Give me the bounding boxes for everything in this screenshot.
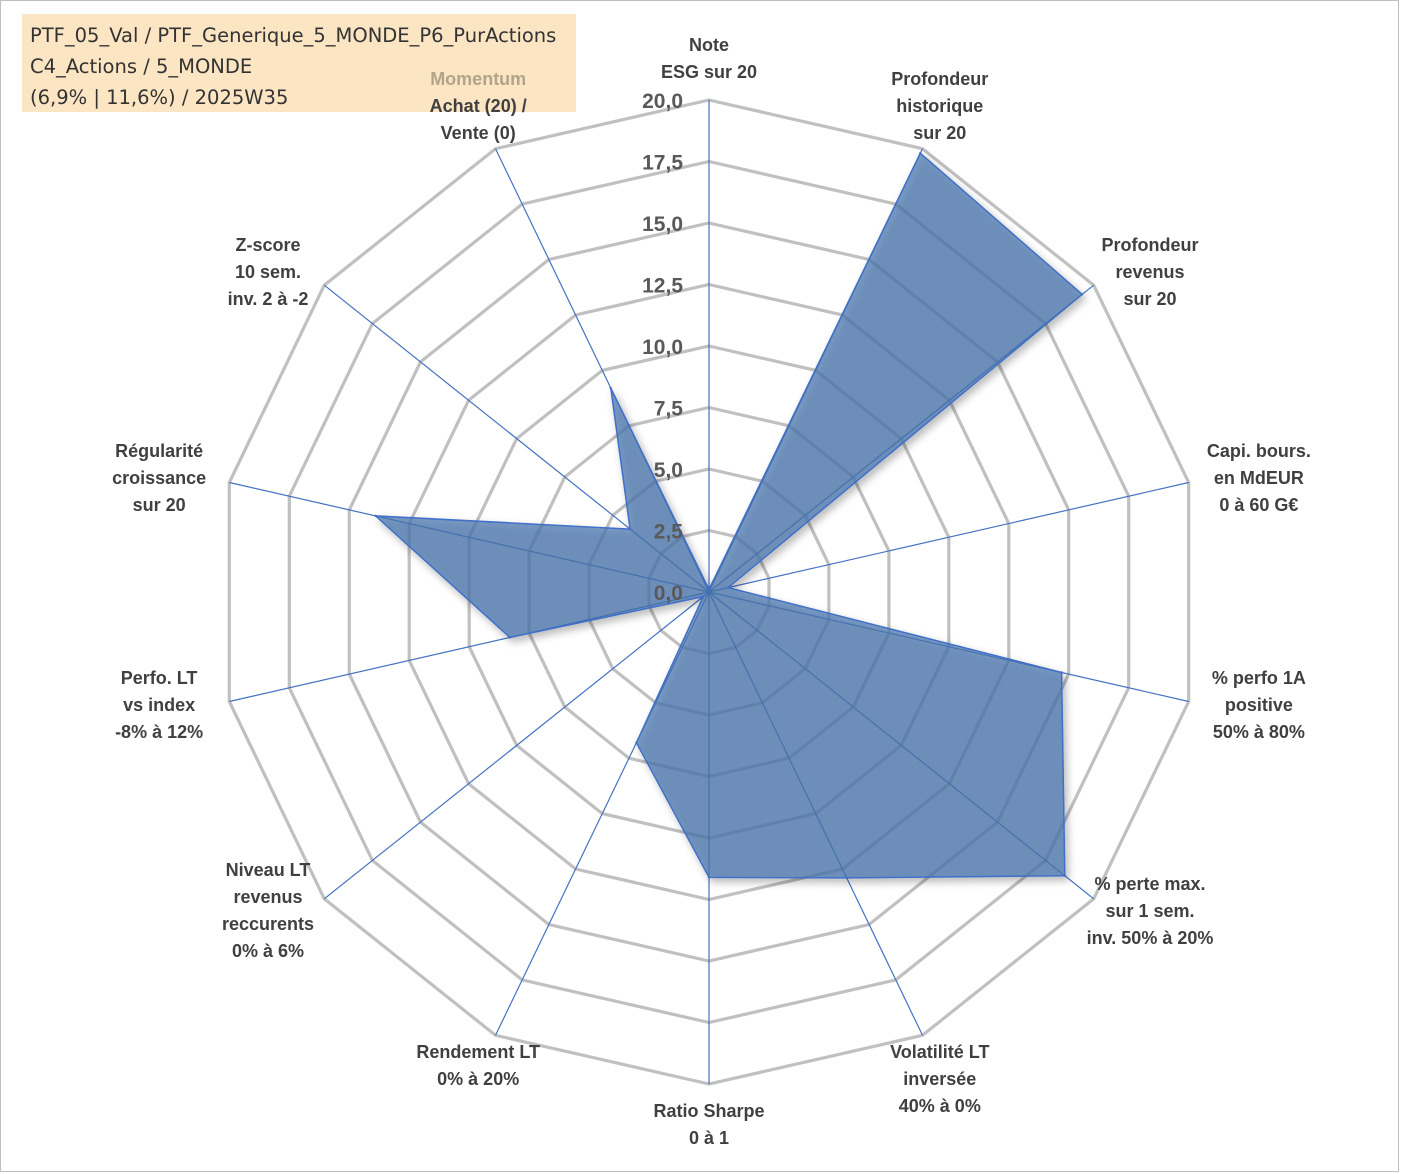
series-area <box>373 151 1084 880</box>
axis-label-line: Volatilité LT <box>890 1042 990 1063</box>
axis-label-line: inv. 50% à 20% <box>1086 927 1214 948</box>
tick-label-5: 12,5 <box>642 275 683 298</box>
data-point-12 <box>628 527 632 531</box>
axis-label-line: 10 sem. <box>234 262 302 283</box>
data-point-9 <box>702 595 705 598</box>
axis-label-line: inv. 2 à -2 <box>227 289 309 310</box>
axis-label-line: % perte max. <box>1094 873 1206 894</box>
data-point-1 <box>919 152 922 155</box>
axis-label-10: Perfo. LT vs index -8% à 12% <box>115 665 203 746</box>
data-point-0 <box>707 588 711 591</box>
data-point-4 <box>1060 671 1063 674</box>
tick-label-2: 5,0 <box>654 459 683 482</box>
axis-label-line: ESG sur 20 <box>660 62 758 82</box>
axis-label-line: sur 1 sem. <box>1105 900 1195 921</box>
axis-label-8: Rendement LT 0% à 20% <box>416 1039 540 1093</box>
axis-label-line: en MdEUR <box>1213 467 1304 488</box>
axis-label-line: positive <box>1224 695 1293 716</box>
axis-label-line: Ratio Sharpe <box>653 1101 765 1121</box>
info-line-1: PTF_05_Val / PTF_Generique_5_MONDE_P6_Pu… <box>30 24 557 47</box>
axis-label-line: 0 à 60 G€ <box>1219 494 1299 515</box>
axis-label-line: sur 20 <box>132 494 186 515</box>
data-point-6 <box>845 876 848 880</box>
axis-label-4: % perfo 1A positive 50% à 80% <box>1212 665 1306 746</box>
axis-label-12: Z-score 10 sem. inv. 2 à -2 <box>228 232 309 313</box>
axis-label-13: Momentum Achat (20) / Vente (0) <box>430 66 527 147</box>
data-point-3 <box>727 586 730 589</box>
axis-label-line: Z-score <box>235 235 301 256</box>
axis-label-line: 0 à 1 <box>688 1128 730 1148</box>
axis-label-line: 0% à 6% <box>231 941 305 962</box>
axis-label-line: sur 20 <box>1123 289 1177 310</box>
info-line-3: (6,9% | 11,6%) / 2025W35 <box>30 86 289 109</box>
series-polygon-0 <box>373 151 1084 879</box>
data-point-13 <box>609 386 612 390</box>
axis-label-0: Note ESG sur 20 <box>661 32 757 86</box>
axis-label-9: Niveau LT revenus reccurents 0% à 6% <box>222 857 314 965</box>
axis-label-line: 0% à 20% <box>437 1069 520 1090</box>
axis-label-line: -8% à 12% <box>115 722 204 743</box>
axis-label-5: % perte max. sur 1 sem. inv. 50% à 20% <box>1087 871 1214 952</box>
axis-label-line: Rendement LT <box>416 1042 541 1063</box>
axis-label-line: 50% à 80% <box>1212 722 1305 743</box>
axis-label-6: Volatilité LT inversée 40% à 0% <box>890 1039 989 1120</box>
radial-tick-labels: 0,0 2,5 5,0 7,5 10,0 12,5 15,0 17,5 20,0 <box>642 90 683 605</box>
axis-label-line: 40% à 0% <box>898 1096 981 1117</box>
tick-label-1: 2,5 <box>654 521 684 544</box>
axis-label-line: inversée <box>903 1069 977 1090</box>
data-point-10 <box>508 636 512 639</box>
axis-label-line: vs index <box>123 695 196 716</box>
axis-label-line: Régularité <box>115 440 204 461</box>
axis-label-line: Note <box>688 35 729 55</box>
axis-label-line: Perfo. LT <box>120 668 198 689</box>
axis-label-line: sur 20 <box>913 122 967 143</box>
axis-label-line: Vente (0) <box>440 122 516 143</box>
axis-label-header: Momentum <box>430 68 527 89</box>
tick-label-8: 20,0 <box>642 90 683 113</box>
axis-label-2: Profondeur revenus sur 20 <box>1102 232 1199 313</box>
tick-label-7: 17,5 <box>642 152 683 175</box>
data-point-8 <box>635 741 638 744</box>
axis-label-line: revenus <box>233 887 303 908</box>
axis-label-line: Capi. bours. <box>1206 440 1311 461</box>
axis-label-7: Ratio Sharpe 0 à 1 <box>653 1098 764 1152</box>
axis-label-line: Achat (20) / <box>429 95 527 116</box>
axis-label-line: reccurents <box>221 914 315 935</box>
tick-label-4: 10,0 <box>642 336 683 359</box>
axis-label-3: Capi. bours. en MdEUR 0 à 60 G€ <box>1207 438 1311 519</box>
tick-label-0: 0,0 <box>654 582 683 605</box>
axis-label-1: Profondeur historique sur 20 <box>891 66 988 147</box>
axis-label-line: revenus <box>1115 262 1185 283</box>
spoke-9 <box>323 591 710 900</box>
axis-label-line: Profondeur <box>1101 235 1199 256</box>
data-point-7 <box>707 876 711 879</box>
tick-label-6: 15,0 <box>642 213 683 236</box>
info-line-2: C4_Actions / 5_MONDE <box>30 55 253 78</box>
axis-label-line: Niveau LT <box>225 860 311 881</box>
data-point-5 <box>1063 874 1067 877</box>
data-point-2 <box>1080 293 1084 296</box>
axis-label-line: Profondeur <box>891 68 989 89</box>
data-point-11 <box>374 514 377 518</box>
axis-label-line: historique <box>896 95 984 116</box>
axis-label-line: % perfo 1A <box>1211 668 1306 689</box>
spoke-3 <box>708 481 1189 593</box>
info-box: PTF_05_Val / PTF_Generique_5_MONDE_P6_Pu… <box>22 14 576 112</box>
axis-label-11: Régularité croissance sur 20 <box>112 438 206 519</box>
axis-label-line: croissance <box>112 467 207 488</box>
tick-label-3: 7,5 <box>654 398 684 421</box>
